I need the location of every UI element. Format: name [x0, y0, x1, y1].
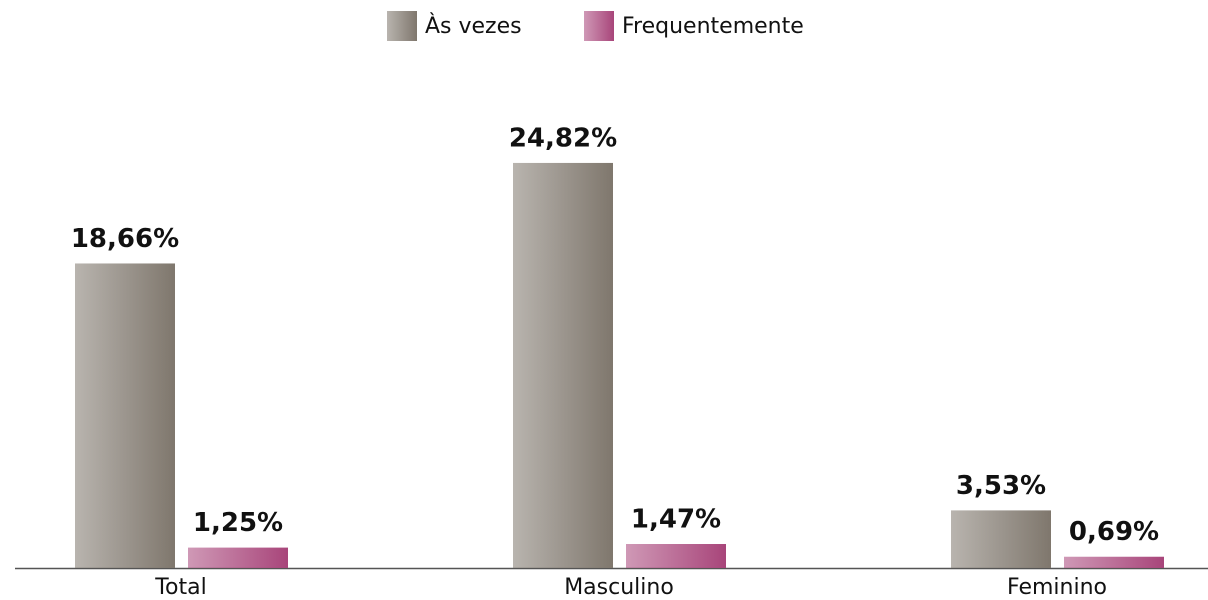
legend-swatch: [387, 11, 417, 41]
data-label: 0,69%: [1069, 517, 1159, 547]
legend-label: Frequentemente: [622, 14, 804, 39]
bar: [513, 162, 613, 568]
x-tick-label: Masculino: [564, 575, 674, 600]
legend-swatch: [584, 11, 614, 41]
data-label: 18,66%: [71, 224, 179, 254]
data-label: 1,47%: [631, 505, 721, 535]
data-label: 1,25%: [193, 508, 283, 538]
x-tick-label: Total: [154, 575, 206, 600]
data-label: 3,53%: [956, 471, 1046, 501]
bar: [188, 547, 288, 568]
bar: [626, 544, 726, 568]
bar: [951, 510, 1051, 568]
data-label: 24,82%: [509, 123, 617, 153]
legend-label: Às vezes: [425, 13, 522, 39]
x-tick-label: Feminino: [1007, 575, 1107, 600]
bar: [1064, 556, 1164, 568]
bar: [75, 263, 175, 568]
